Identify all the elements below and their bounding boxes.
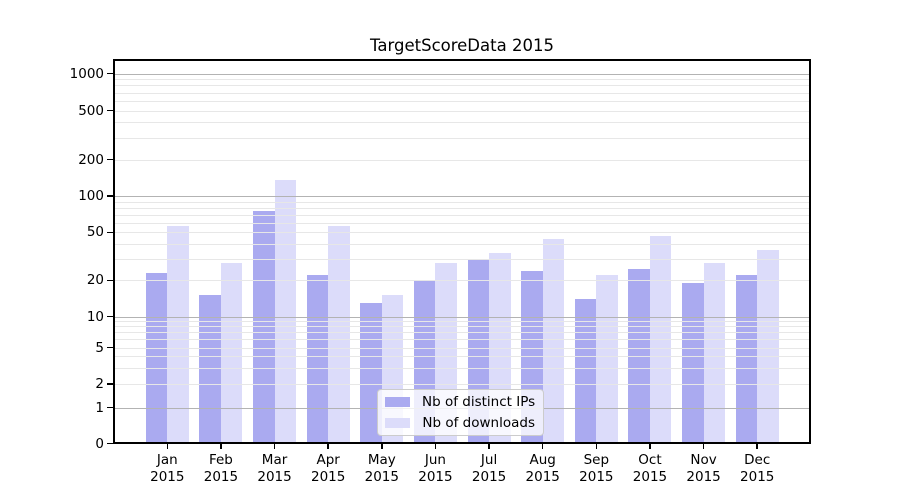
y-tick-mark: [107, 195, 113, 197]
y-gridline-minor: [113, 201, 811, 203]
bar-nb-of-downloads-nov: [703, 262, 726, 444]
y-gridline-minor: [113, 85, 811, 87]
y-tick-mark: [107, 442, 113, 445]
y-tick-mark: [107, 383, 113, 385]
x-tick-label-dec: Dec 2015: [740, 452, 775, 485]
y-gridline-minor: [113, 79, 811, 81]
y-tick-mark: [107, 279, 113, 282]
bar-nb-of-downloads-aug: [542, 239, 565, 444]
x-tick-label-jul: Jul 2015: [471, 452, 507, 485]
legend-swatch-downloads: [385, 418, 410, 428]
x-tick-mark: [541, 443, 544, 449]
y-gridline-major: [113, 316, 811, 318]
y-tick-label: 5: [95, 339, 104, 356]
y-tick-mark: [107, 406, 113, 409]
y-gridline-minor: [113, 384, 811, 385]
x-tick-mark: [220, 443, 222, 449]
bar-nb-of-distinct-ips-apr: [306, 275, 329, 444]
y-tick-label: 0: [95, 435, 104, 452]
x-tick-label-mar: Mar 2015: [257, 452, 292, 485]
bar-nb-of-downloads-sep: [596, 275, 618, 444]
y-gridline-minor: [113, 100, 811, 102]
x-tick-label-nov: Nov 2015: [686, 452, 721, 485]
legend-row-downloads: Nb of downloads: [385, 415, 535, 431]
y-gridline-minor: [113, 122, 811, 124]
y-tick-label: 1000: [69, 65, 104, 82]
y-gridline-minor: [113, 110, 811, 112]
chart-title: TargetScoreData 2015: [370, 36, 554, 55]
bar-nb-of-distinct-ips-oct: [628, 268, 650, 444]
bar-nb-of-distinct-ips-feb: [199, 295, 221, 444]
x-tick-mark: [488, 443, 490, 449]
y-gridline-minor: [113, 321, 811, 323]
x-tick-label-oct: Oct 2015: [632, 452, 668, 485]
x-tick-label-feb: Feb 2015: [203, 452, 239, 485]
legend-label-distinct-ips: Nb of distinct IPs: [422, 394, 536, 410]
y-tick-mark: [107, 109, 113, 112]
y-gridline-minor: [113, 326, 811, 328]
x-tick-mark: [649, 443, 651, 449]
x-tick-mark: [434, 443, 437, 449]
y-gridline-minor: [113, 244, 811, 246]
y-gridline-minor: [113, 339, 811, 341]
x-tick-mark: [166, 443, 169, 449]
y-tick-label: 50: [86, 224, 104, 241]
y-tick-label: 10: [86, 308, 104, 325]
x-tick-label-may: May 2015: [364, 452, 399, 485]
bar-nb-of-distinct-ips-sep: [574, 298, 597, 444]
x-tick-label-jan: Jan 2015: [150, 452, 185, 485]
y-tick-mark: [107, 346, 113, 349]
y-gridline-minor: [113, 214, 811, 216]
y-gridline-minor: [113, 222, 811, 224]
y-tick-label: 500: [78, 102, 104, 119]
x-tick-label-apr: Apr 2015: [311, 452, 346, 485]
y-tick-label: 100: [78, 188, 104, 204]
y-gridline-minor: [113, 332, 811, 334]
y-tick-label: 20: [86, 272, 104, 289]
y-tick-mark: [107, 231, 113, 234]
x-tick-mark: [381, 443, 383, 449]
y-gridline-minor: [113, 347, 811, 349]
bar-nb-of-distinct-ips-nov: [682, 283, 704, 444]
y-gridline-minor: [113, 280, 811, 282]
y-gridline-minor: [113, 232, 811, 234]
plot-area: [113, 59, 811, 444]
y-gridline-minor: [113, 259, 811, 261]
x-tick-mark: [702, 443, 705, 449]
x-tick-label-sep: Sep 2015: [579, 452, 614, 485]
y-gridline-major: [113, 73, 811, 75]
y-tick-label: 200: [78, 151, 104, 168]
y-gridline-major: [113, 196, 811, 197]
bar-nb-of-downloads-feb: [220, 262, 243, 444]
y-gridline-minor: [113, 137, 811, 139]
legend: Nb of distinct IPs Nb of downloads: [377, 389, 544, 436]
legend-swatch-distinct-ips: [385, 397, 410, 407]
y-tick-label: 1: [95, 399, 104, 416]
bar-nb-of-distinct-ips-dec: [735, 275, 758, 444]
y-gridline-minor: [113, 207, 811, 209]
y-tick-label: 2: [95, 376, 104, 392]
x-tick-mark: [595, 443, 598, 449]
x-tick-mark: [327, 443, 329, 449]
bar-nb-of-downloads-dec: [757, 249, 779, 444]
y-gridline-minor: [113, 367, 811, 369]
y-gridline-minor: [113, 159, 811, 161]
x-tick-mark: [756, 443, 758, 449]
y-tick-mark: [107, 315, 113, 318]
x-tick-label-aug: Aug 2015: [525, 452, 560, 485]
legend-label-downloads: Nb of downloads: [422, 415, 535, 431]
bar-nb-of-downloads-mar: [274, 180, 297, 444]
y-tick-mark: [107, 158, 113, 161]
y-tick-mark: [107, 72, 113, 75]
y-gridline-minor: [113, 92, 811, 94]
y-gridline-minor: [113, 356, 811, 358]
x-tick-mark: [273, 443, 276, 449]
bar-nb-of-distinct-ips-jan: [145, 273, 168, 444]
legend-row-distinct-ips: Nb of distinct IPs: [385, 394, 535, 410]
x-tick-label-jun: Jun 2015: [418, 452, 453, 485]
